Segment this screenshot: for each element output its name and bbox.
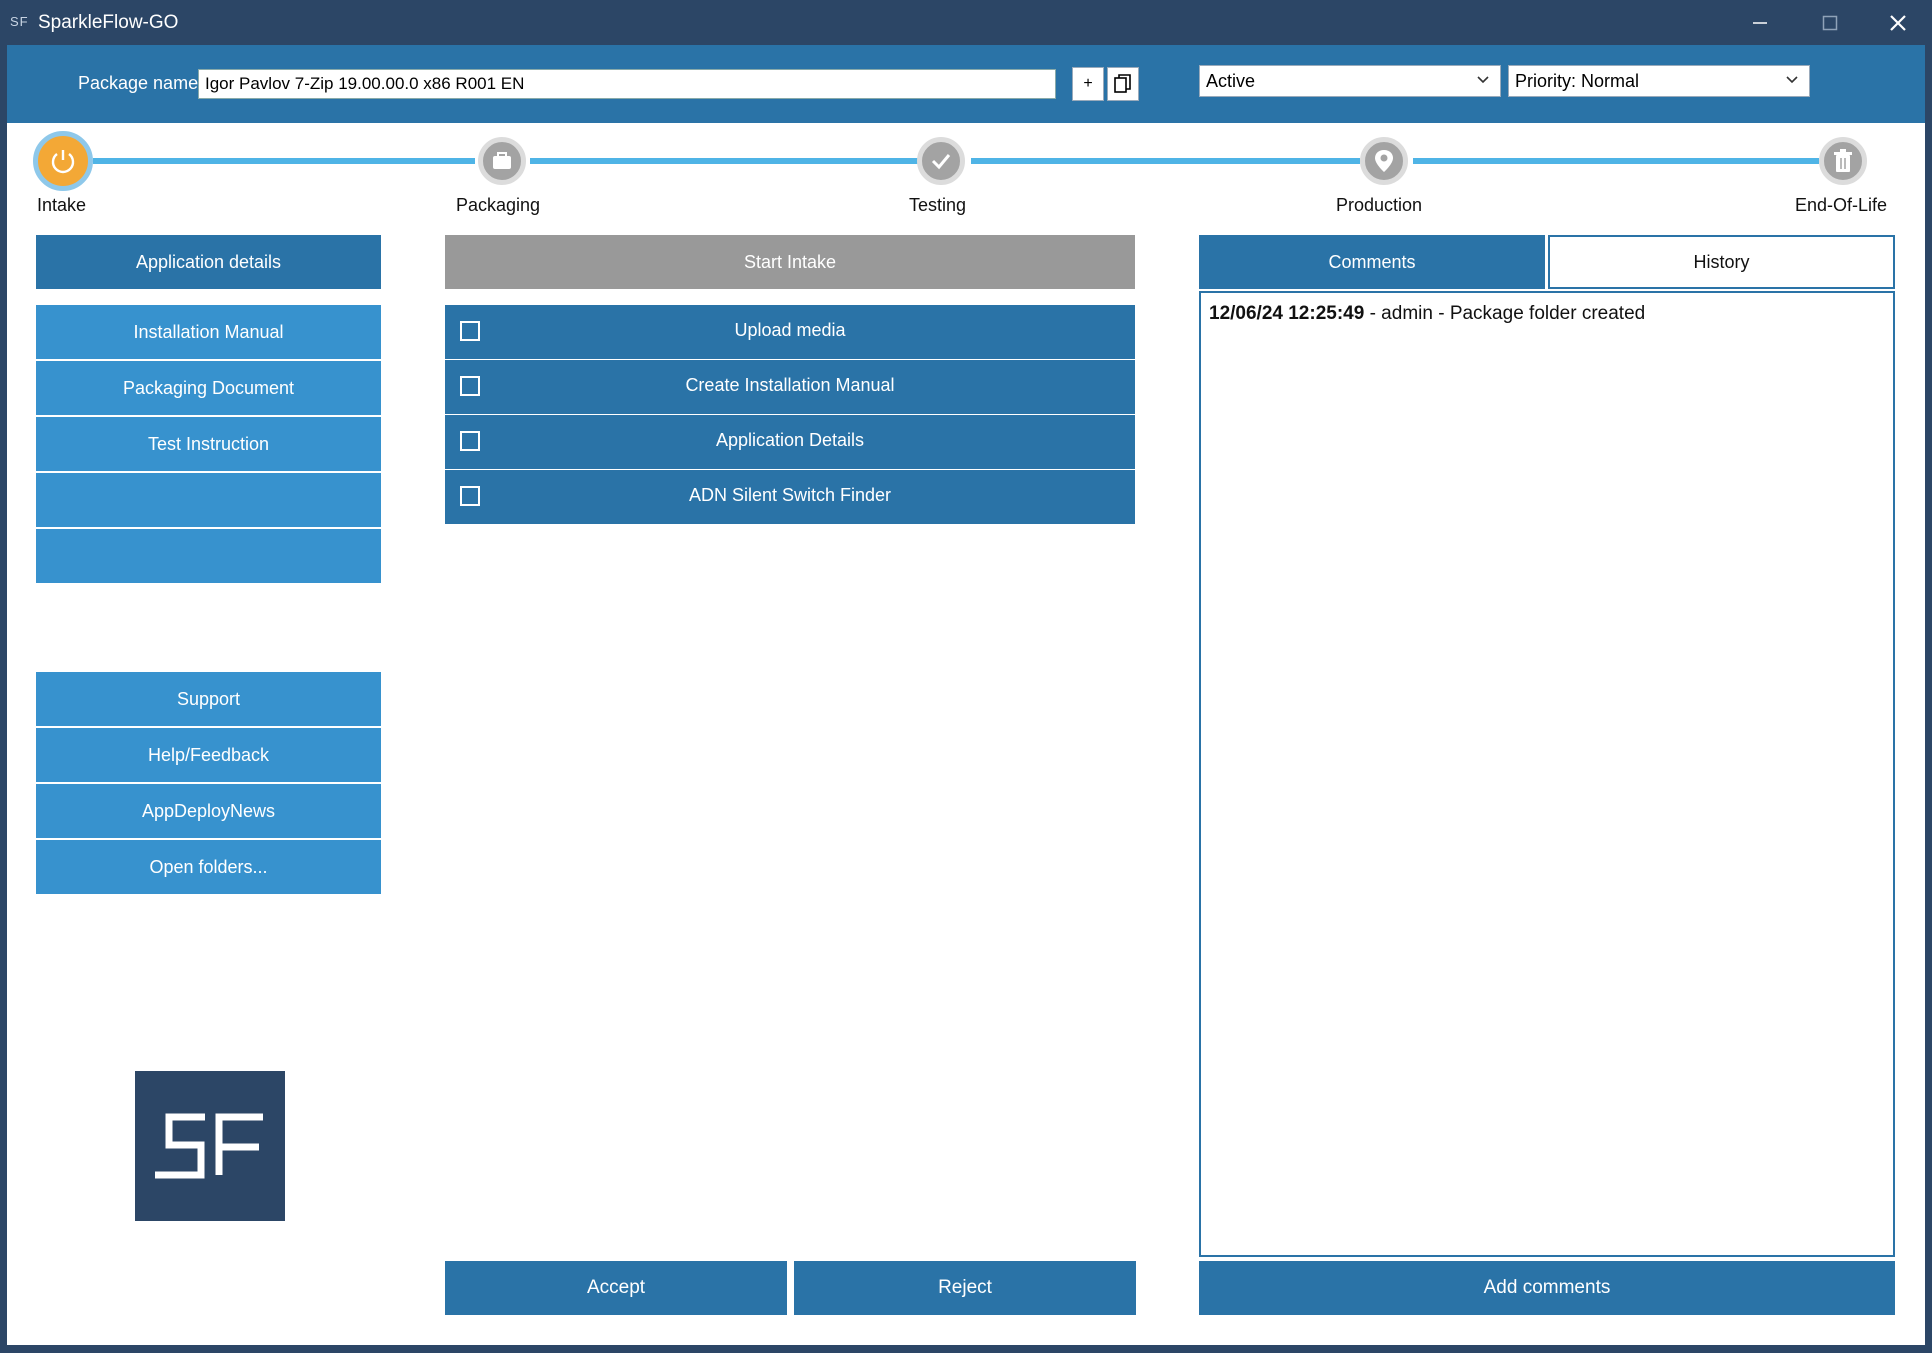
support-button[interactable]: Support (36, 672, 381, 726)
task-checkbox[interactable] (460, 376, 480, 396)
maximize-icon (1822, 15, 1838, 30)
task-checkbox[interactable] (460, 431, 480, 451)
step-production[interactable] (1360, 137, 1408, 185)
priority-value: Priority: Normal (1515, 71, 1640, 91)
appdeploynews-button[interactable]: AppDeployNews (36, 784, 381, 838)
briefcase-icon (493, 152, 511, 169)
window-title: SparkleFlow-GO (38, 12, 179, 33)
installation-manual-button[interactable]: Installation Manual (36, 305, 381, 359)
status-select[interactable]: Active (1199, 65, 1501, 97)
step-label-packaging: Packaging (456, 195, 541, 215)
step-connector (93, 158, 475, 164)
minimize-icon (1753, 21, 1767, 24)
tab-comments[interactable]: Comments (1199, 235, 1545, 289)
add-package-button[interactable]: + (1072, 67, 1104, 101)
package-name-input[interactable] (198, 69, 1056, 99)
step-packaging[interactable] (478, 137, 526, 185)
package-header: Package name + Active Priority: Normal (7, 45, 1925, 123)
chevron-down-icon (1786, 76, 1798, 84)
step-end-of-life[interactable] (1819, 137, 1867, 185)
power-icon (51, 150, 75, 174)
reject-button[interactable]: Reject (794, 1261, 1136, 1315)
app-icon: SF (10, 14, 29, 29)
help-feedback-button[interactable]: Help/Feedback (36, 728, 381, 782)
step-intake[interactable] (33, 131, 93, 191)
task-label: ADN Silent Switch Finder (688, 485, 892, 505)
sf-logo-icon (155, 1113, 263, 1179)
task-checkbox[interactable] (460, 321, 480, 341)
task-create-installation-manual[interactable]: Create Installation Manual (445, 360, 1135, 414)
test-instruction-button[interactable]: Test Instruction (36, 417, 381, 471)
application-details-button[interactable]: Application details (36, 235, 381, 289)
empty-doc-button[interactable] (36, 473, 381, 527)
empty-doc-button[interactable] (36, 529, 381, 583)
comment-text: - admin - Package folder created (1364, 303, 1646, 324)
packaging-document-button[interactable]: Packaging Document (36, 361, 381, 415)
task-label: Application Details (715, 430, 865, 450)
client-area: Package name + Active Priority: Normal (7, 45, 1925, 1345)
check-icon (931, 154, 951, 170)
step-connector (530, 158, 918, 164)
start-intake-button[interactable]: Start Intake (445, 235, 1135, 289)
maximize-button[interactable] (1800, 0, 1860, 45)
task-checkbox[interactable] (460, 486, 480, 506)
trash-icon (1834, 149, 1852, 172)
minimize-button[interactable] (1730, 0, 1790, 45)
step-connector (1413, 158, 1819, 164)
copy-icon (1114, 74, 1131, 93)
comment-entry: 12/06/24 12:25:49 - admin - Package fold… (1209, 303, 1645, 325)
close-button[interactable] (1868, 0, 1928, 45)
sparkleflow-logo (135, 1071, 285, 1221)
step-label-intake: Intake (37, 195, 87, 215)
title-bar[interactable]: SF SparkleFlow-GO (0, 0, 1932, 45)
close-icon (1890, 14, 1906, 31)
status-value: Active (1206, 71, 1256, 91)
add-comments-button[interactable]: Add comments (1199, 1261, 1895, 1315)
task-label: Upload media (734, 320, 846, 340)
chevron-down-icon (1477, 76, 1489, 84)
tab-history[interactable]: History (1548, 235, 1895, 289)
step-label-end-of-life: End-Of-Life (1795, 195, 1888, 215)
task-application-details[interactable]: Application Details (445, 415, 1135, 469)
step-label-production: Production (1336, 195, 1423, 215)
step-testing[interactable] (917, 137, 965, 185)
task-adn-silent-switch-finder[interactable]: ADN Silent Switch Finder (445, 470, 1135, 524)
step-connector (971, 158, 1360, 164)
open-folders-button[interactable]: Open folders... (36, 840, 381, 894)
step-label-testing: Testing (909, 195, 967, 215)
location-pin-icon (1375, 150, 1393, 172)
comment-timestamp: 12/06/24 12:25:49 (1209, 303, 1365, 324)
accept-button[interactable]: Accept (445, 1261, 787, 1315)
package-name-label: Package name (78, 73, 199, 93)
copy-button[interactable] (1107, 67, 1139, 101)
comments-list[interactable]: 12/06/24 12:25:49 - admin - Package fold… (1199, 291, 1895, 1257)
task-upload-media[interactable]: Upload media (445, 305, 1135, 359)
priority-select[interactable]: Priority: Normal (1508, 65, 1810, 97)
task-label: Create Installation Manual (685, 375, 895, 395)
